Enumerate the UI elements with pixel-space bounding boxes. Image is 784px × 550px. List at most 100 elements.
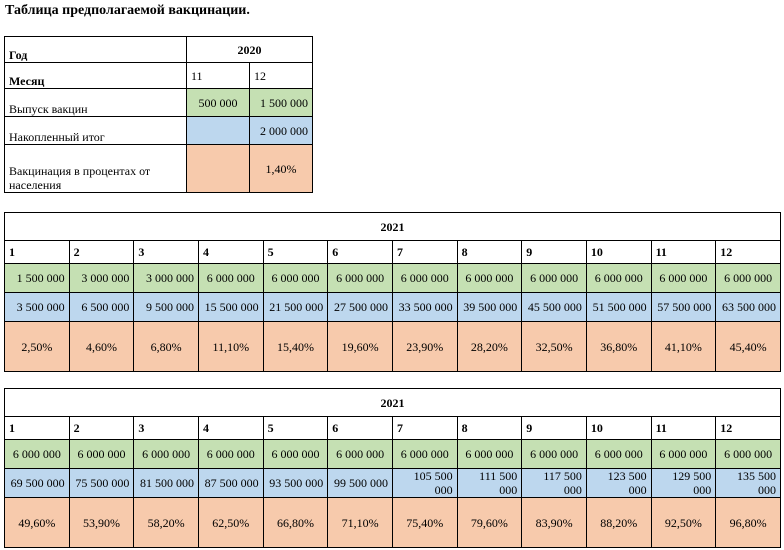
percent-cell: 79,60%: [456, 497, 523, 548]
months-row: 1 2 3 4 5 6 7 8 9 10 11 12: [4, 240, 781, 264]
month-cell: 4: [197, 416, 264, 440]
table-2020: Год 2020 Месяц 11 12 Выпуск вакцин 500 0…: [4, 36, 313, 193]
release-cell: 6 000 000: [391, 263, 458, 293]
accum-row: 3 500 000 6 500 000 9 500 000 15 500 000 21 …: [4, 292, 781, 322]
table-2021-second: 2021 1 2 3 4 5 6 7 8 9 10 11 12 6 000 000 6 000 000 6…: [4, 388, 781, 548]
accum-cell: 75 500 000: [68, 468, 135, 498]
percent-cell: 62,50%: [197, 497, 264, 548]
month-cell: 7: [391, 240, 458, 264]
accum-cell: 27 500 000: [327, 292, 393, 322]
accum-cell: 51 500 000: [585, 292, 652, 322]
percent-cell: 6,80%: [133, 321, 199, 372]
percent-cell: 96,80%: [715, 497, 781, 548]
release-cell: 6 000 000: [197, 263, 264, 293]
month-11: 11: [186, 62, 250, 89]
release-cell: 6 000 000: [4, 439, 70, 469]
accum-cell: 135 500 000: [715, 468, 781, 498]
percent-cell: 75,40%: [391, 497, 458, 548]
accum-cell: [186, 116, 250, 145]
accum-cell: 81 500 000: [133, 468, 199, 498]
release-cell: 6 000 000: [133, 439, 199, 469]
release-cell: 6 000 000: [585, 263, 652, 293]
release-cell: 6 000 000: [262, 263, 329, 293]
release-cell: 6 000 000: [197, 439, 264, 469]
month-cell: 4: [197, 240, 264, 264]
month-cell: 9: [521, 416, 587, 440]
accum-cell: 21 500 000: [262, 292, 329, 322]
accum-cell: 69 500 000: [4, 468, 70, 498]
percent-cell: 41,10%: [650, 321, 717, 372]
accum-label: Накопленный итог: [4, 116, 187, 145]
month-cell: 10: [585, 416, 652, 440]
accum-cell: 123 500 000: [585, 468, 652, 498]
percent-cell: 32,50%: [521, 321, 587, 372]
accum-cell: 3 500 000: [4, 292, 70, 322]
month-cell: 6: [327, 416, 393, 440]
percent-cell: 88,20%: [585, 497, 652, 548]
percent-label: Вакцинация в процентах от населения: [4, 144, 187, 193]
accum-cell: 45 500 000: [521, 292, 587, 322]
percent-cell: 28,20%: [456, 321, 523, 372]
release-cell: 500 000: [186, 88, 250, 117]
accum-cell: 63 500 000: [715, 292, 781, 322]
month-cell: 10: [585, 240, 652, 264]
month-cell: 12: [715, 416, 781, 440]
accum-cell: 93 500 000: [262, 468, 329, 498]
percent-cell: 58,20%: [133, 497, 199, 548]
release-cell: 3 000 000: [133, 263, 199, 293]
percent-row: 2,50% 4,60% 6,80% 11,10% 15,40% 19,60% 23,90% 2…: [4, 321, 781, 372]
release-cell: 6 000 000: [650, 263, 717, 293]
month-cell: 3: [133, 416, 199, 440]
accum-cell: 117 500 000: [521, 468, 587, 498]
percent-cell: 15,40%: [262, 321, 329, 372]
release-cell: 6 000 000: [715, 439, 781, 469]
months-row: 1 2 3 4 5 6 7 8 9 10 11 12: [4, 416, 781, 440]
month-cell: 8: [456, 416, 523, 440]
table-2021-first: 2021 1 2 3 4 5 6 7 8 9 10 11 12 1 500 000 3 000 000 3…: [4, 212, 781, 372]
percent-cell: 11,10%: [197, 321, 264, 372]
percent-row: 49,60% 53,90% 58,20% 62,50% 66,80% 71,10% 75,4…: [4, 497, 781, 548]
month-cell: 3: [133, 240, 199, 264]
release-cell: 6 000 000: [456, 263, 523, 293]
release-cell: 6 000 000: [585, 439, 652, 469]
month-cell: 8: [456, 240, 523, 264]
month-12: 12: [249, 62, 313, 89]
month-cell: 11: [650, 240, 717, 264]
accum-cell: 2 000 000: [249, 116, 313, 145]
percent-cell: 53,90%: [68, 497, 135, 548]
accum-cell: 6 500 000: [68, 292, 135, 322]
month-cell: 5: [262, 240, 329, 264]
accum-cell: 129 500 000: [650, 468, 717, 498]
percent-cell: 71,10%: [327, 497, 393, 548]
percent-cell: 23,90%: [391, 321, 458, 372]
month-cell: 1: [4, 416, 70, 440]
accum-cell: 33 500 000: [391, 292, 458, 322]
year-label: Год: [4, 36, 187, 63]
document-title: Таблица предполагаемой вакцинации.: [5, 3, 250, 18]
percent-cell: 45,40%: [715, 321, 781, 372]
accum-row: 69 500 000 75 500 000 81 500 000 87 500 000…: [4, 468, 781, 498]
release-cell: 1 500 000: [249, 88, 313, 117]
percent-cell: [186, 144, 250, 193]
release-row: 6 000 000 6 000 000 6 000 000 6 000 000 6 00…: [4, 439, 781, 469]
percent-cell: 66,80%: [262, 497, 329, 548]
month-cell: 11: [650, 416, 717, 440]
accum-cell: 57 500 000: [650, 292, 717, 322]
release-cell: 6 000 000: [262, 439, 329, 469]
percent-cell: 19,60%: [327, 321, 393, 372]
release-cell: 6 000 000: [327, 263, 393, 293]
accum-cell: 9 500 000: [133, 292, 199, 322]
month-cell: 6: [327, 240, 393, 264]
release-cell: 6 000 000: [391, 439, 458, 469]
percent-cell: 1,40%: [249, 144, 313, 193]
release-cell: 6 000 000: [456, 439, 523, 469]
accum-cell: 111 500 000: [456, 468, 523, 498]
release-cell: 6 000 000: [650, 439, 717, 469]
release-cell: 3 000 000: [68, 263, 135, 293]
accum-cell: 99 500 000: [327, 468, 393, 498]
release-cell: 6 000 000: [521, 263, 587, 293]
year-2021: 2021: [4, 212, 781, 241]
percent-cell: 2,50%: [4, 321, 70, 372]
accum-cell: 87 500 000: [197, 468, 264, 498]
month-cell: 2: [68, 416, 135, 440]
